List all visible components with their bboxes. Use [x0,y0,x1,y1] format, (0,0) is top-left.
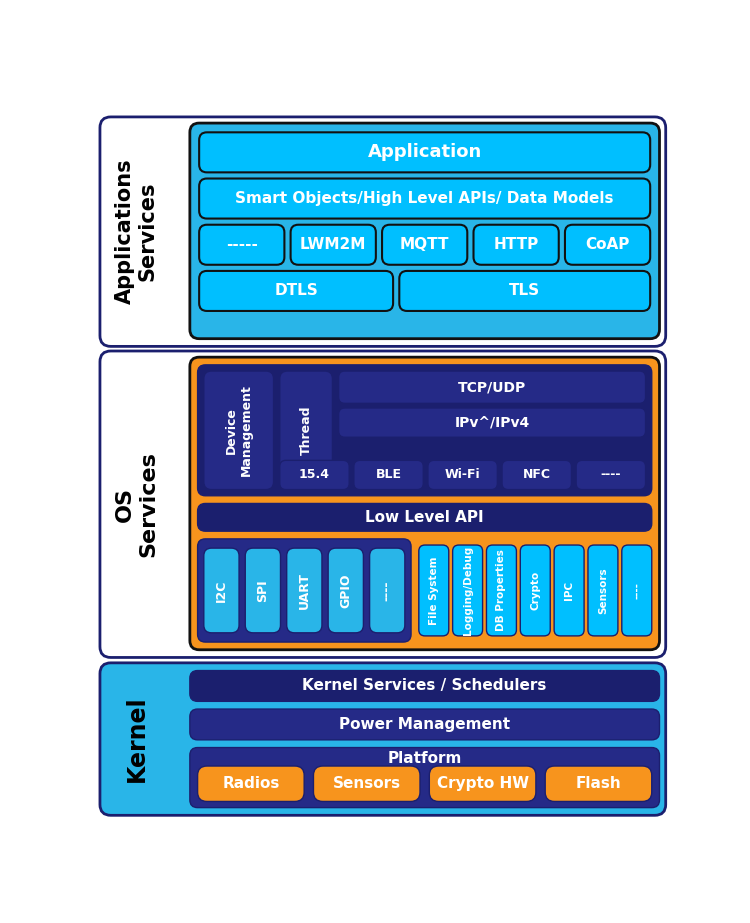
Text: HTTP: HTTP [494,237,538,252]
Text: TLS: TLS [509,283,540,298]
FancyBboxPatch shape [190,123,659,339]
Text: UART: UART [298,572,310,609]
Text: Thread: Thread [299,405,313,455]
FancyBboxPatch shape [204,548,239,633]
FancyBboxPatch shape [520,545,550,636]
Text: SPI: SPI [256,579,269,602]
FancyBboxPatch shape [419,545,448,636]
FancyBboxPatch shape [197,503,652,531]
Text: TCP/UDP: TCP/UDP [458,380,526,394]
Text: DB Properties: DB Properties [496,549,506,631]
FancyBboxPatch shape [197,766,304,801]
Text: IPv^/IPv4: IPv^/IPv4 [454,415,530,429]
Text: Logging/Debug: Logging/Debug [463,545,472,635]
Text: Sensors: Sensors [333,776,400,791]
Text: File System: File System [429,557,439,625]
Text: OS
Services: OS Services [115,451,158,557]
FancyBboxPatch shape [328,548,364,633]
Text: Power Management: Power Management [339,717,510,732]
Text: IPC: IPC [564,581,574,600]
Text: BLE: BLE [376,469,401,482]
FancyBboxPatch shape [354,461,423,489]
Text: Kernel Services / Schedulers: Kernel Services / Schedulers [302,678,547,693]
FancyBboxPatch shape [622,545,652,636]
Text: Crypto: Crypto [530,570,540,610]
FancyBboxPatch shape [428,461,497,489]
FancyBboxPatch shape [286,548,322,633]
FancyBboxPatch shape [190,670,659,701]
FancyBboxPatch shape [487,545,517,636]
Text: NFC: NFC [523,469,550,482]
FancyBboxPatch shape [280,371,332,489]
Text: -----: ----- [226,237,258,252]
Text: Low Level API: Low Level API [365,509,484,525]
Text: Platform: Platform [388,750,462,766]
FancyBboxPatch shape [339,371,646,403]
FancyBboxPatch shape [290,224,376,265]
FancyBboxPatch shape [565,224,650,265]
Text: Crypto HW: Crypto HW [436,776,529,791]
FancyBboxPatch shape [399,271,650,311]
Text: ----: ---- [601,469,621,482]
Text: ----: ---- [381,581,394,601]
FancyBboxPatch shape [314,766,420,801]
Text: Kernel: Kernel [124,696,148,783]
Text: Device
Management: Device Management [225,384,253,476]
FancyBboxPatch shape [576,461,646,489]
Text: Smart Objects/High Level APIs/ Data Models: Smart Objects/High Level APIs/ Data Mode… [236,191,614,206]
FancyBboxPatch shape [190,357,659,650]
Text: 15.4: 15.4 [299,469,330,482]
FancyBboxPatch shape [100,663,666,815]
FancyBboxPatch shape [190,748,659,808]
FancyBboxPatch shape [339,408,646,438]
FancyBboxPatch shape [197,365,652,496]
Text: Flash: Flash [575,776,621,791]
Text: MQTT: MQTT [400,237,449,252]
FancyBboxPatch shape [200,271,393,311]
FancyBboxPatch shape [429,766,536,801]
Text: Sensors: Sensors [598,567,608,614]
Text: LWM2M: LWM2M [300,237,367,252]
FancyBboxPatch shape [473,224,559,265]
Text: GPIO: GPIO [339,573,352,607]
FancyBboxPatch shape [204,371,274,489]
FancyBboxPatch shape [370,548,405,633]
FancyBboxPatch shape [200,178,650,219]
FancyBboxPatch shape [100,117,666,346]
FancyBboxPatch shape [200,224,284,265]
Text: CoAP: CoAP [586,237,630,252]
FancyBboxPatch shape [190,709,659,740]
FancyBboxPatch shape [554,545,584,636]
Text: Application: Application [368,143,482,162]
Text: DTLS: DTLS [274,283,318,298]
FancyBboxPatch shape [502,461,572,489]
FancyBboxPatch shape [453,545,482,636]
FancyBboxPatch shape [545,766,652,801]
FancyBboxPatch shape [197,539,411,642]
Text: Applications
Services: Applications Services [115,159,158,305]
FancyBboxPatch shape [245,548,280,633]
FancyBboxPatch shape [280,461,350,489]
Text: I2C: I2C [215,580,228,602]
FancyBboxPatch shape [588,545,618,636]
FancyBboxPatch shape [100,351,666,657]
FancyBboxPatch shape [200,132,650,173]
Text: ----: ---- [632,582,642,599]
Text: Radios: Radios [222,776,280,791]
Text: Wi-Fi: Wi-Fi [445,469,481,482]
FancyBboxPatch shape [382,224,467,265]
